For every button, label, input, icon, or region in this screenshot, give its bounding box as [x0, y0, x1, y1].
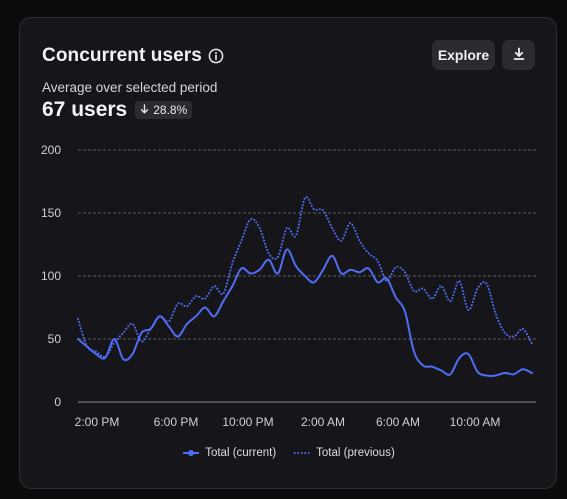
legend-label-previous: Total (previous): [316, 447, 395, 459]
card-subtitle: Average over selected period: [42, 80, 218, 95]
legend-label-current: Total (current): [205, 447, 277, 459]
download-button[interactable]: [502, 40, 535, 70]
series-line-previous: [77, 196, 533, 358]
y-tick-label: 50: [48, 332, 62, 346]
info-icon[interactable]: [208, 48, 224, 64]
legend-item-current[interactable]: Total (current): [183, 447, 276, 459]
x-tick-label: 2:00 AM: [301, 415, 345, 429]
delta-badge: 28.8%: [135, 101, 193, 119]
download-icon: [512, 47, 526, 64]
concurrent-users-card: Concurrent users Explore Average over se…: [19, 17, 557, 489]
card-header: Concurrent users: [42, 45, 224, 67]
legend-swatch-previous: [294, 452, 311, 454]
x-tick-label: 10:00 AM: [450, 415, 501, 429]
y-tick-label: 100: [41, 269, 61, 283]
explore-button[interactable]: Explore: [432, 40, 495, 70]
chart-legend: Total (current) Total (previous): [20, 447, 558, 459]
series-line-current: [77, 248, 533, 377]
y-tick-label: 150: [41, 206, 61, 220]
concurrent-users-chart: 0 50 100 150 200 2:00 PM 6:00 PM 10:00 PM 2:00 A…: [41, 143, 536, 429]
x-tick-label: 6:00 PM: [154, 415, 199, 429]
y-tick-label: 200: [41, 143, 61, 157]
metric-row: 67 users 28.8%: [42, 98, 193, 122]
x-tick-label: 10:00 PM: [222, 415, 273, 429]
y-tick-label: 0: [54, 395, 61, 409]
arrow-down-icon: [140, 103, 149, 117]
x-tick-label: 6:00 AM: [376, 415, 420, 429]
legend-item-previous[interactable]: Total (previous): [294, 447, 395, 459]
x-tick-label: 2:00 PM: [75, 415, 120, 429]
legend-swatch-current: [183, 450, 200, 456]
metric-value: 67 users: [42, 98, 128, 121]
card-title: Concurrent users: [42, 45, 202, 66]
delta-value: 28.8%: [153, 103, 188, 117]
